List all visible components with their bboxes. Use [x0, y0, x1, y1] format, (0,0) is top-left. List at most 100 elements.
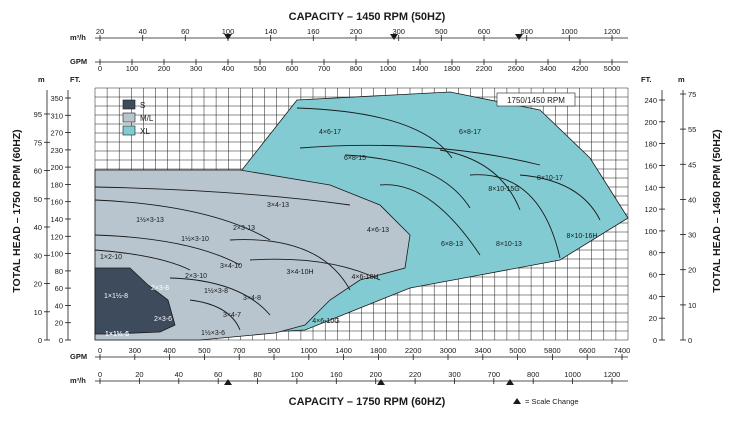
axis-top-gpm-tick-label: 4200	[572, 64, 589, 73]
pump-model-label: 2×3-8	[151, 285, 169, 292]
axis-left-ft-tick-label: 350	[50, 94, 63, 103]
pump-model-label: 8×10-15G	[488, 186, 519, 193]
axis-bottom-gpm-tick-label: 0	[98, 346, 102, 355]
pump-model-label: 3×4-13	[267, 202, 289, 209]
axis-left-ft-tick-label: 40	[55, 301, 63, 310]
pump-model-label: 8×10-13	[496, 241, 522, 248]
axis-top-gpm-tick-label: 200	[158, 64, 171, 73]
curve-xl-2	[299, 144, 541, 166]
axis-left-ft-tick-label: 120	[50, 232, 63, 241]
axis-top-gpm-tick-label: 2200	[476, 64, 493, 73]
axis-left-ft-tick-label: 200	[50, 163, 63, 172]
axis-top-m3h-tick-label: 60	[181, 27, 189, 36]
scale-change-marker	[506, 379, 514, 385]
axis-left-m-tick-label: 60	[34, 167, 42, 176]
axis-right-ft-tick-label: 240	[644, 96, 657, 105]
axis-right-ft-tick-label: 80	[649, 249, 657, 258]
scale-change-note: = Scale Change	[525, 397, 579, 406]
legend-label-s: S	[140, 101, 145, 110]
pump-model-label: 6×8-17	[459, 129, 481, 136]
pump-model-label: 6×8-13	[441, 241, 463, 248]
axis-bottom-m3h-tick-label: 700	[488, 370, 501, 379]
axis-top-m3h-tick-label: 800	[520, 27, 533, 36]
curve-ml-8	[189, 299, 241, 331]
axis-bottom-gpm-tick-label: 5000	[509, 346, 526, 355]
unit-top-m3h: m³/h	[70, 33, 86, 42]
scale-change-icon	[513, 398, 521, 404]
axis-right-m-tick-label: 0	[688, 336, 692, 345]
axis-bottom-gpm-tick-label: 5800	[544, 346, 561, 355]
pump-model-label: 4×6-10H	[351, 274, 378, 281]
unit-top-gpm: GPM	[70, 57, 87, 66]
axis-right-ft-tick-label: 160	[644, 162, 657, 171]
axis-top-m3h-tick-label: 20	[96, 27, 104, 36]
region-s	[94, 267, 176, 335]
axis-bottom-m3h-tick-label: 100	[291, 370, 304, 379]
axis-left-ft-tick-label: 20	[55, 319, 63, 328]
axis-top-m3h-tick-label: 1000	[561, 27, 578, 36]
axis-top-gpm-tick-label: 1800	[444, 64, 461, 73]
axis-left-m-tick-label: 50	[34, 195, 42, 204]
axis-left-m-tick-label: 20	[34, 280, 42, 289]
axis-top-gpm-tick-label: 600	[286, 64, 299, 73]
legend-swatch-xl	[122, 125, 136, 136]
axis-bottom-m3h-tick-label: 220	[409, 370, 422, 379]
curve-ml-1	[94, 186, 351, 206]
axis-top-gpm-tick-label: 1400	[412, 64, 429, 73]
axis-top-m3h-tick-label: 1200	[604, 27, 621, 36]
axis-top-gpm-tick-label: 2600	[508, 64, 525, 73]
pump-model-label: 2×3-10	[185, 273, 207, 280]
performance-regions	[94, 91, 629, 341]
axis-bottom-gpm-tick-label: 7400	[614, 346, 631, 355]
axis-right-m-tick-label: 30	[688, 231, 696, 240]
axis-top-gpm-tick-label: 800	[350, 64, 363, 73]
axis-bottom-m3h-tick-label: 80	[253, 370, 261, 379]
axis-left-m-tick-label: 40	[34, 223, 42, 232]
axis-left-ft-tick-label: 140	[50, 215, 63, 224]
title-left: TOTAL HEAD – 1750 RPM (60HZ)	[11, 129, 23, 292]
axis-bottom-m3h-tick-label: 300	[448, 370, 461, 379]
axis-bottom-m3h-tick-label: 20	[135, 370, 143, 379]
axis-left-ft-tick-label: 230	[50, 146, 63, 155]
axis-top-gpm-tick-label: 3400	[540, 64, 557, 73]
axis-left-m-tick-label: 30	[34, 251, 42, 260]
curve-xl-7	[519, 174, 601, 221]
pump-model-label: 3×4-10	[220, 263, 242, 270]
axis-bottom-m3h-tick-label: 1200	[604, 370, 621, 379]
legend-label-ml: M/L	[140, 114, 154, 123]
axis-right-m-tick-label: 55	[688, 125, 696, 134]
scale-change-marker	[224, 34, 232, 40]
axis-top-gpm-tick-label: 400	[222, 64, 235, 73]
axis-left-m-tick-label: 0	[38, 336, 42, 345]
axis-top-m3h-tick-label: 160	[307, 27, 320, 36]
axis-right-m-tick-label: 75	[688, 90, 696, 99]
pump-model-label: 8×10-16H	[567, 233, 598, 240]
pump-model-label: 1×2-10	[100, 254, 122, 261]
pump-model-label: 3×4-7	[223, 312, 241, 319]
speed-box	[496, 92, 576, 107]
axis-bottom-m3h-tick-label: 60	[214, 370, 222, 379]
curve-ml-7	[169, 277, 271, 316]
axis-bottom-gpm-tick-label: 1000	[300, 346, 317, 355]
axis-top-gpm-tick-label: 300	[190, 64, 203, 73]
pump-model-label: 4×6-17	[319, 129, 341, 136]
axis-bottom-gpm-tick-label: 1800	[370, 346, 387, 355]
axis-top-gpm-tick-label: 500	[254, 64, 267, 73]
curve-ml-2	[94, 199, 271, 241]
axis-top-gpm-tick-label: 5000	[604, 64, 621, 73]
scale-change-marker	[377, 379, 385, 385]
axis-top-gpm-tick-label: 100	[126, 64, 139, 73]
axis-bottom-m3h-tick-label: 160	[330, 370, 343, 379]
unit-left-ft: FT.	[70, 75, 80, 84]
pump-curves	[94, 107, 601, 331]
axis-right-m-tick-label: 40	[688, 195, 696, 204]
curve-ml-4	[94, 249, 191, 271]
title-right: TOTAL HEAD – 1450 RPM (50HZ)	[711, 129, 723, 292]
axis-right-ft-tick-label: 180	[644, 140, 657, 149]
axis-bottom-gpm-tick-label: 700	[233, 346, 246, 355]
axis-bottom-gpm-tick-label: 3000	[440, 346, 457, 355]
legend-label-xl: XL	[140, 127, 150, 136]
axis-top-m3h-tick-label: 200	[350, 27, 363, 36]
